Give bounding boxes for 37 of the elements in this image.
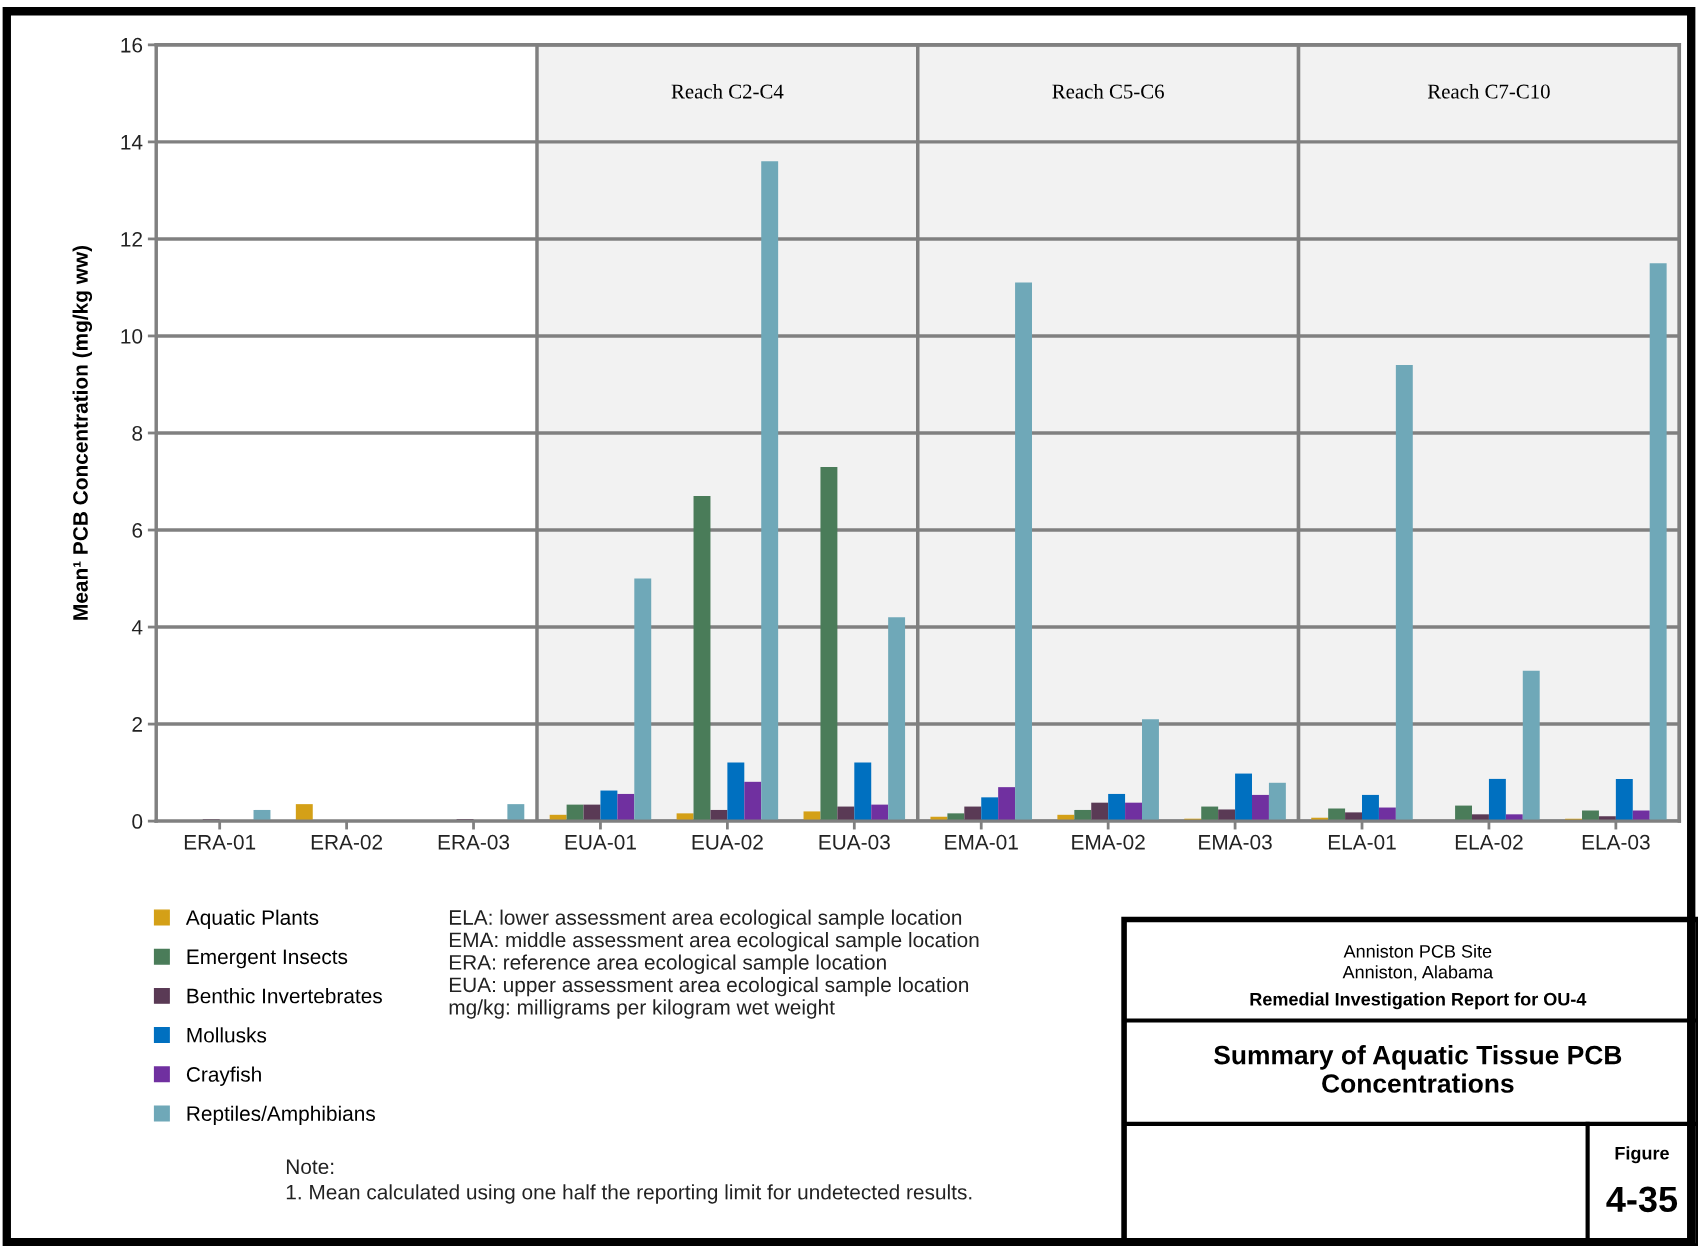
text: 4-35 (1606, 1186, 1678, 1213)
y-axis-title: Mean¹ PCB Concentration (mg/kg ww) (72, 245, 93, 620)
x-tick-label: ERA-02 (311, 834, 383, 850)
x-tick-label: EMA-02 (1072, 834, 1145, 850)
x-tick-label: ERA-03 (438, 834, 510, 850)
legend-label: Benthic Invertebrates (187, 988, 382, 1004)
x-tick-label: EUA-03 (819, 834, 890, 850)
band-label: Reach C2-C4 (671, 83, 784, 99)
y-tick-label: 8 (132, 425, 143, 441)
x-tick-label: ELA-01 (1328, 834, 1396, 850)
band-label: Reach C7-C10 (1427, 83, 1550, 99)
text: Anniston PCB Site Anniston, Alabama Remedial Investigation Report for OU-4 (1250, 944, 1587, 1010)
text: Summary of Aquatic Tissue PCB Concentrations (1214, 1045, 1622, 1093)
text: ELA: lower assessment area ecological sample location EMA: middle assessment area ecological sample location ERA: reference area ecological sample location EUA: upper assessment area ecological sample location mg/kg: milligrams per kilogram wet weight (449, 909, 979, 1019)
y-tick-label: 6 (132, 523, 143, 538)
y-tick-label: 10 (121, 328, 143, 344)
x-tick-label: EUA-01 (565, 834, 636, 850)
y-tick-label: 0 (132, 814, 143, 829)
legend-label: Crayfish (186, 1066, 261, 1086)
text: Note: 1. Mean calculated using one half the reporting limit for undetected results. (286, 1159, 972, 1204)
text: Figure (1615, 1146, 1669, 1164)
y-tick-label: 14 (121, 135, 143, 150)
legend-label: Reptiles/Amphibians (187, 1105, 375, 1126)
band-label: Reach C5-C6 (1052, 83, 1164, 99)
y-tick-label: 16 (121, 37, 143, 53)
x-tick-label: EMA-03 (1199, 834, 1272, 850)
x-tick-label: EMA-01 (945, 834, 1018, 850)
x-tick-label: EUA-02 (692, 834, 763, 850)
legend-label: Aquatic Plants (185, 909, 319, 930)
x-tick-label: ELA-03 (1582, 834, 1650, 850)
legend-label: Emergent Insects (187, 949, 348, 969)
y-tick-label: 4 (131, 620, 143, 635)
y-tick-label: 12 (121, 231, 142, 247)
x-tick-label: ERA-01 (184, 834, 256, 850)
y-tick-label: 2 (132, 717, 142, 732)
x-tick-label: ELA-02 (1455, 834, 1523, 850)
legend-label: Mollusks (187, 1027, 267, 1043)
